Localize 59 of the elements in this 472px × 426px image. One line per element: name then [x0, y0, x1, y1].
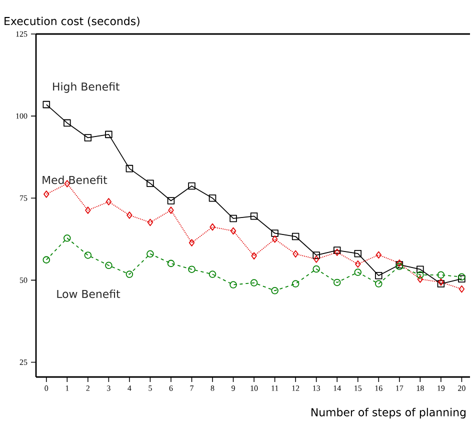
series-label: Low Benefit: [57, 290, 120, 298]
point: [44, 190, 50, 198]
point: [354, 268, 362, 276]
point: [230, 281, 237, 288]
point: [292, 280, 300, 288]
point: [230, 214, 237, 222]
series-label: High Benefit: [53, 82, 120, 93]
point: [168, 206, 174, 214]
point: [250, 212, 258, 220]
point: [437, 271, 445, 279]
point: [333, 278, 341, 286]
point: [64, 119, 71, 127]
point: [126, 212, 132, 219]
point: [188, 239, 195, 246]
point: [271, 230, 278, 237]
y-axis-title: Execution cost (seconds): [4, 16, 140, 26]
point: [147, 218, 154, 226]
point: [417, 276, 424, 283]
point: [210, 223, 216, 231]
point: [354, 250, 362, 258]
point: [167, 197, 175, 204]
point: [167, 260, 175, 268]
point: [146, 250, 154, 258]
point: [375, 272, 382, 280]
point: [250, 279, 258, 286]
point: [126, 164, 134, 172]
point: [292, 250, 298, 258]
point: [230, 227, 236, 235]
point: [416, 266, 424, 273]
point: [208, 270, 216, 278]
point: [105, 262, 112, 270]
point: [312, 265, 320, 273]
point: [126, 270, 134, 278]
point: [271, 287, 278, 294]
point: [85, 206, 91, 214]
x-axis-title: Number of steps of planning: [312, 408, 466, 418]
point: [42, 100, 50, 108]
point: [314, 256, 320, 263]
point: [188, 266, 196, 273]
point: [106, 198, 112, 206]
point: [272, 236, 278, 243]
point: [84, 134, 92, 142]
point: [376, 251, 382, 259]
point: [146, 180, 154, 187]
point: [251, 252, 257, 260]
point: [416, 271, 424, 279]
point: [292, 232, 300, 240]
point: [188, 182, 196, 190]
point: [105, 130, 112, 138]
point: [42, 256, 50, 264]
point: [64, 234, 71, 242]
series-label: Med Benefit: [42, 176, 108, 184]
point: [355, 260, 361, 268]
point: [375, 280, 382, 288]
point: [458, 285, 465, 293]
point: [64, 180, 70, 188]
point: [312, 252, 320, 259]
point: [84, 252, 92, 259]
point: [208, 194, 216, 202]
